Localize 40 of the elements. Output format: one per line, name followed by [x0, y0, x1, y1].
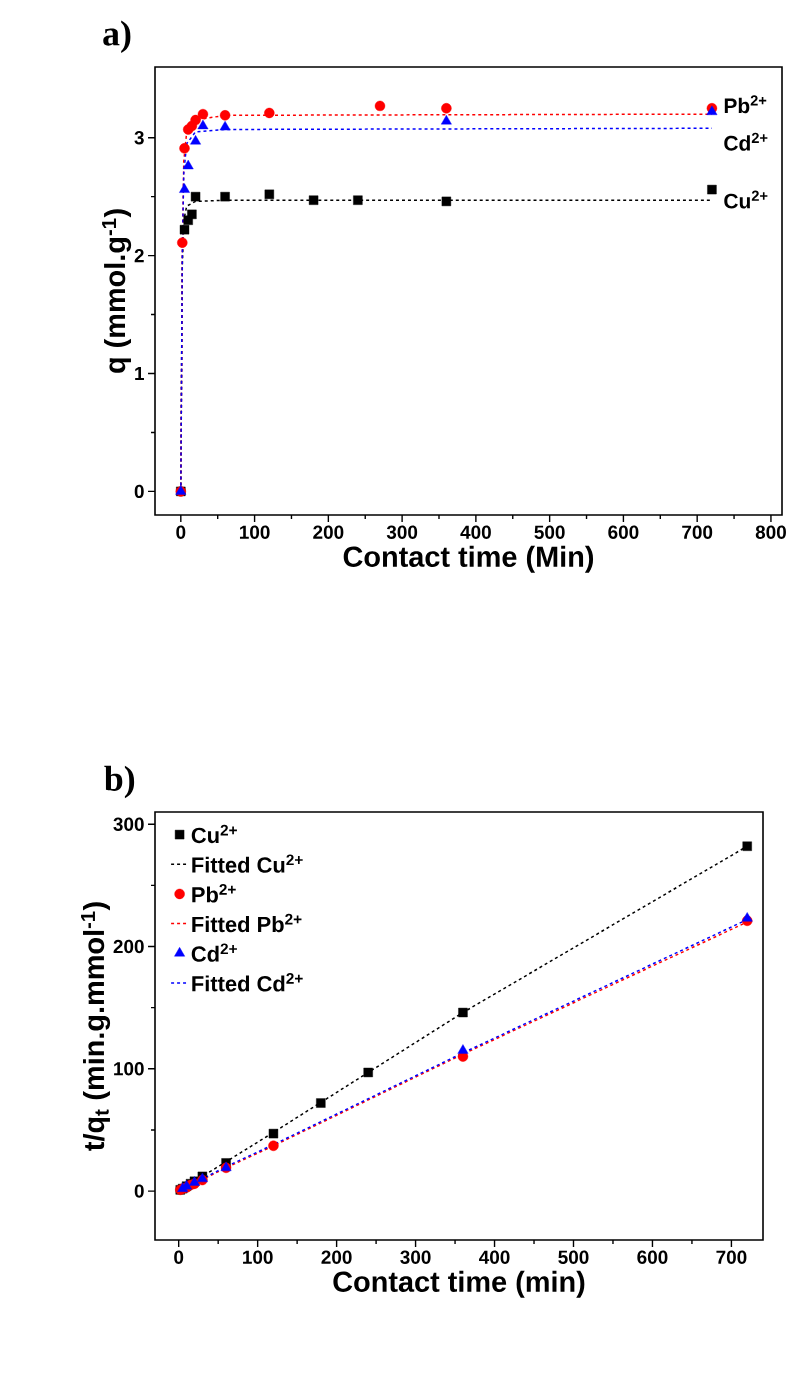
legend-label: Cd$^{2+}$ [191, 943, 237, 962]
legend-label: Fitted Cu$^{2+}$ [192, 854, 303, 873]
x-tick-label: 0 [174, 1250, 184, 1264]
legend-label: Cu$^{2+}$ [191, 824, 237, 844]
x-axis-title: Contact time (Min) [343, 545, 594, 573]
x-tick-label: 600 [608, 525, 639, 539]
y-tick-label: 300 [113, 817, 144, 831]
x-tick-label: 100 [239, 525, 270, 539]
x-axis-title: Contact time (min) [333, 1270, 585, 1298]
x-tick-label: 600 [637, 1250, 668, 1264]
chart-title: b) [104, 765, 135, 799]
y-tick-label: 200 [113, 939, 144, 954]
y-tick-label: 100 [114, 1062, 144, 1076]
x-tick-label: 400 [479, 1250, 510, 1264]
y-tick-label: 3 [134, 131, 144, 145]
x-tick-label: 500 [558, 1250, 589, 1264]
series-label: Cd$^{2+}$ [724, 132, 768, 151]
series-label: Pb$^{2+}$ [724, 95, 767, 114]
y-tick-label: 2 [134, 249, 144, 263]
legend-label: Pb$^{2+}$ [192, 884, 236, 903]
x-tick-label: 800 [755, 525, 786, 539]
x-tick-label: 300 [400, 1250, 431, 1264]
x-tick-label: 700 [716, 1250, 747, 1264]
x-tick-label: 100 [243, 1250, 273, 1264]
x-tick-label: 500 [534, 525, 565, 539]
y-axis-title: q (mmol.g$^{-1}$) [102, 209, 132, 373]
y-axis-title: t/q$_{t}$ (min.g.mmol$^{-1}$) [81, 902, 111, 1151]
x-tick-label: 200 [313, 525, 344, 539]
x-tick-label: 400 [460, 525, 491, 539]
series-label: Cu$^{2+}$ [724, 190, 768, 209]
x-tick-label: 200 [321, 1250, 352, 1264]
legend-label: Fitted Cd$^{2+}$ [192, 973, 303, 992]
y-tick-label: 0 [134, 1184, 144, 1198]
y-tick-label: 1 [135, 367, 144, 381]
x-tick-label: 0 [176, 525, 186, 539]
x-tick-label: 700 [682, 525, 713, 539]
chart-title: a) [103, 20, 131, 54]
legend-label: Fitted Pb$^{2+}$ [192, 913, 302, 933]
x-tick-label: 300 [386, 525, 418, 539]
y-tick-label: 0 [134, 484, 144, 499]
